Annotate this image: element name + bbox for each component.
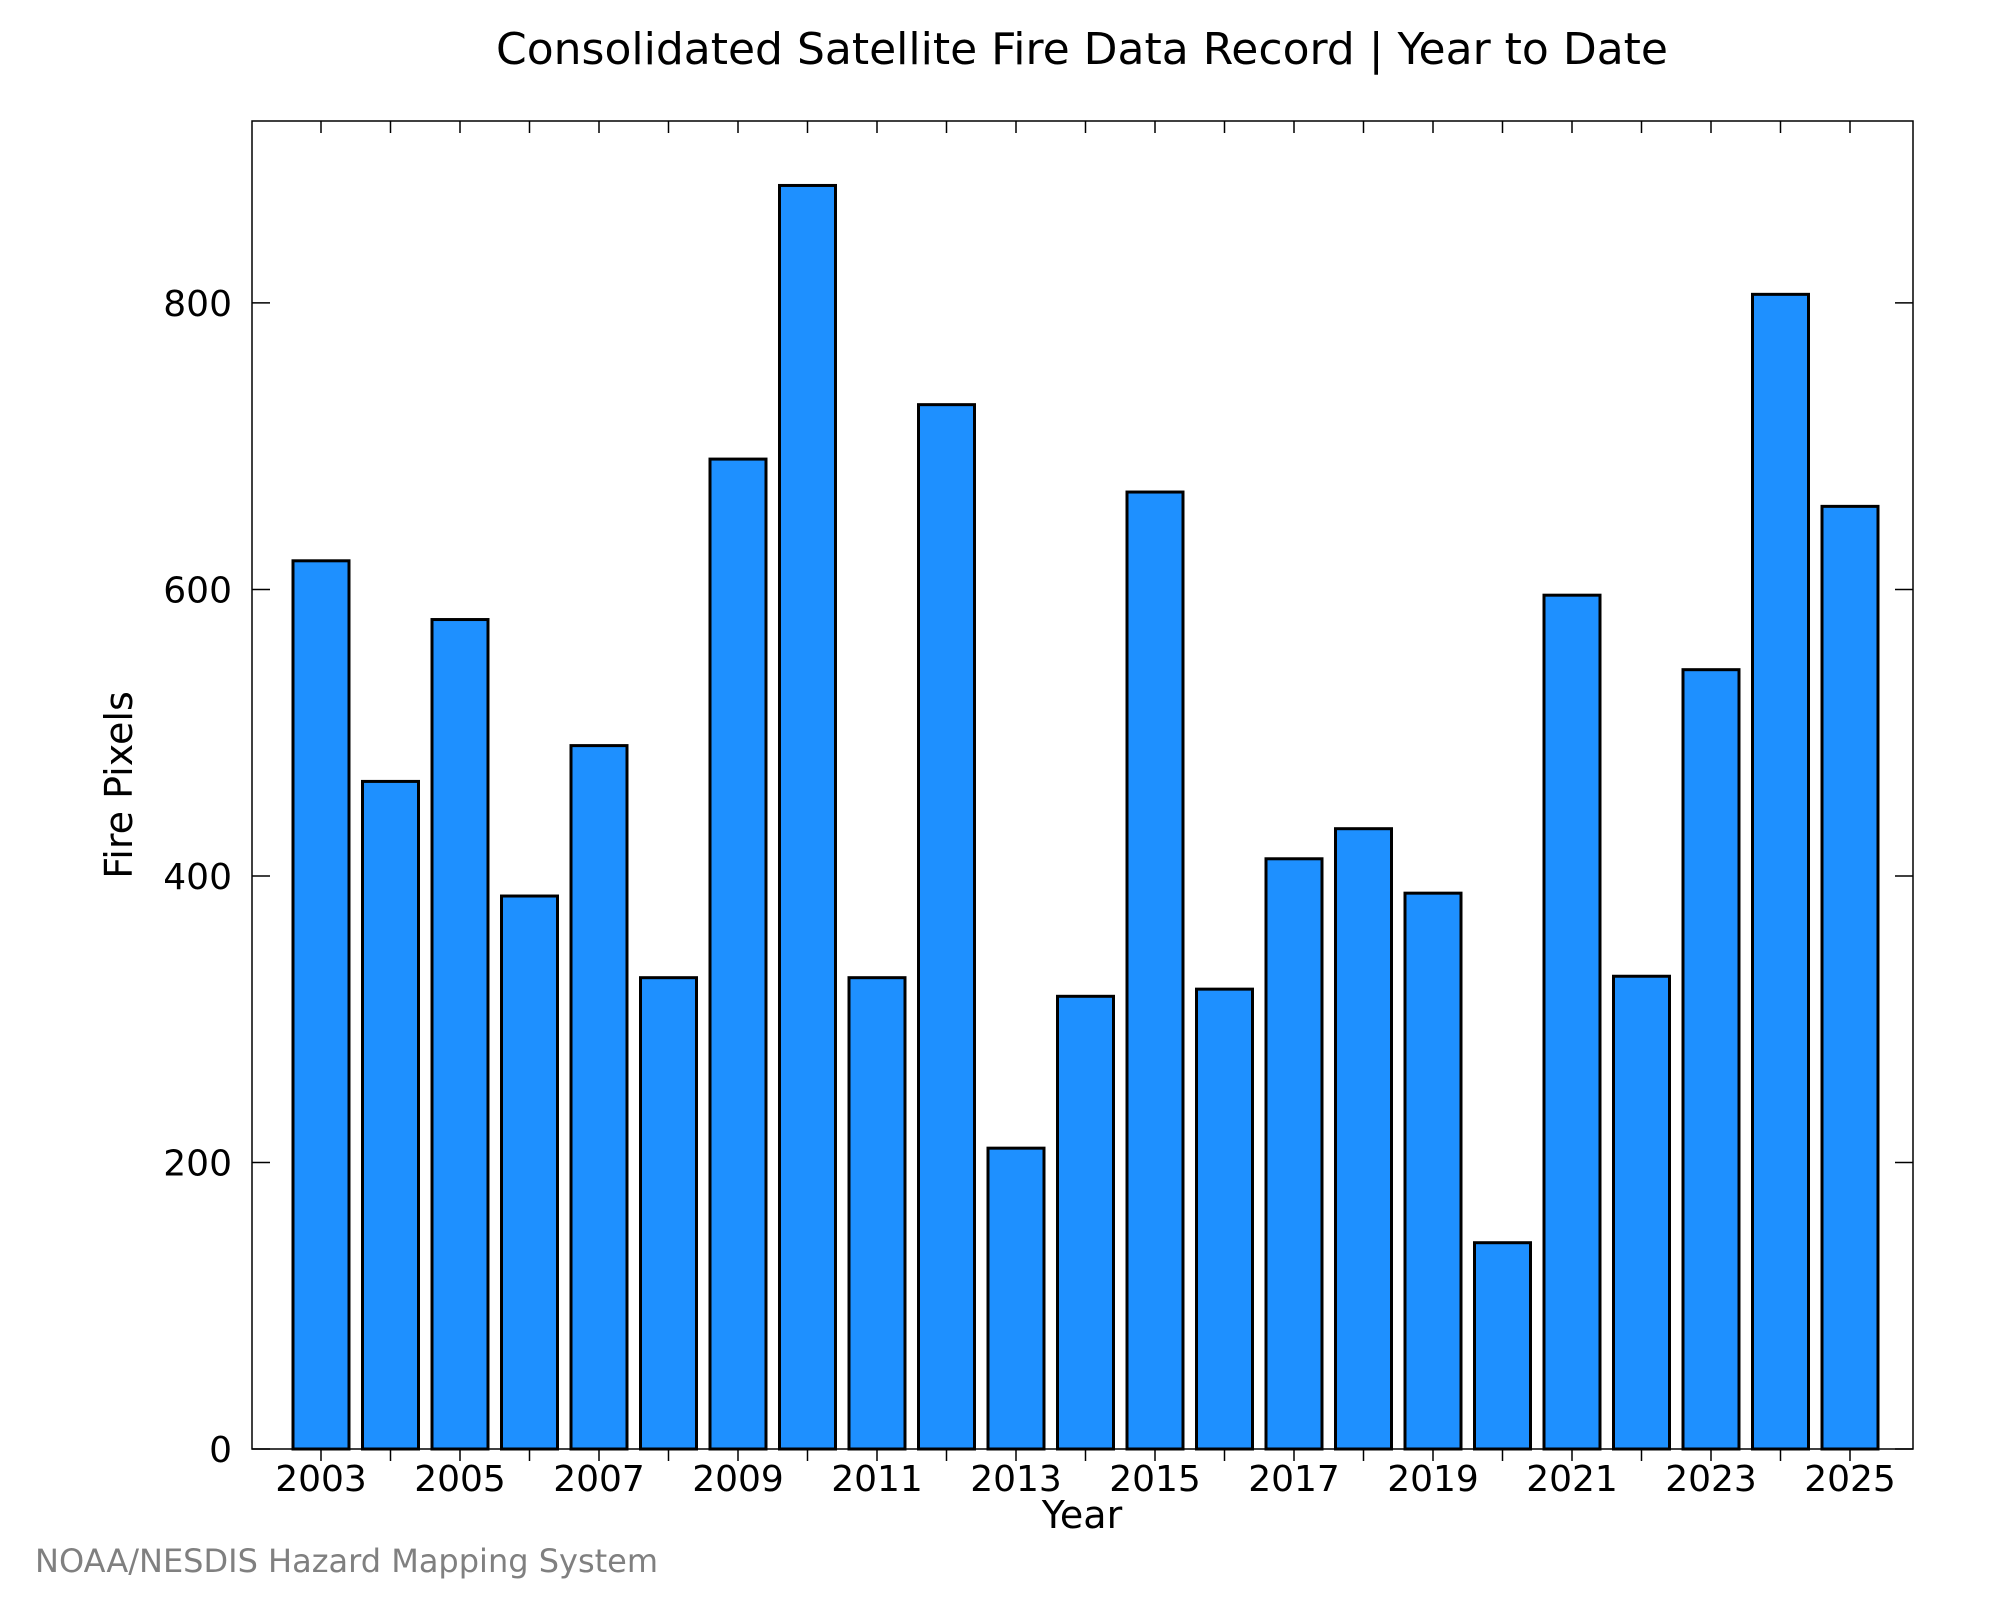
x-tick-label: 2013 [970,1459,1062,1500]
y-tick-label: 0 [209,1430,232,1471]
x-tick-label: 2011 [831,1459,923,1500]
chart-title: Consolidated Satellite Fire Data Record … [496,24,1668,75]
bar-2016 [1195,987,1254,1451]
bar-2014 [1056,994,1115,1451]
bar-2006 [500,894,559,1451]
x-tick-label: 2007 [553,1459,645,1500]
source-credit: NOAA/NESDIS Hazard Mapping System [35,1542,658,1580]
y-tick-label: 200 [163,1143,232,1184]
bar-2017 [1264,857,1324,1451]
y-tick-label: 800 [163,284,232,325]
bars-group [291,183,1880,1451]
x-tick-label: 2023 [1665,1459,1757,1500]
bar-2015 [1125,490,1185,1451]
bar-2011 [847,976,907,1451]
y-axis-label: Fire Pixels [97,691,141,879]
y-tick-label: 400 [163,857,232,898]
x-axis: 2003 2005 2007 2009 2011 2013 2015 2017 2019 2021… [275,121,1896,1500]
bar-2009 [708,457,768,1451]
bar-2012 [917,403,976,1451]
bar-2010 [778,183,837,1451]
bar-2013 [986,1146,1046,1451]
x-tick-label: 2021 [1526,1459,1618,1500]
bar-2018 [1334,827,1393,1451]
y-axis: 0 200 400 600 800 [163,284,1913,1471]
x-tick-label: 2009 [692,1459,784,1500]
bar-2024 [1751,292,1810,1451]
x-tick-label: 2025 [1804,1459,1896,1500]
x-tick-label: 2019 [1387,1459,1479,1500]
x-tick-label: 2017 [1248,1459,1340,1500]
bar-2005 [430,618,490,1451]
bar-2025 [1820,504,1880,1451]
bar-2008 [639,976,698,1451]
bar-2019 [1403,891,1463,1451]
bar-2003 [291,559,351,1451]
x-tick-label: 2003 [275,1459,367,1500]
bar-2022 [1612,974,1671,1451]
bar-2004 [361,779,420,1451]
bar-2007 [569,744,629,1451]
x-axis-label: Year [1041,1493,1123,1537]
bar-2020 [1473,1241,1532,1451]
x-tick-label: 2015 [1109,1459,1201,1500]
bar-2023 [1681,668,1741,1451]
x-tick-label: 2005 [414,1459,506,1500]
plot-frame [251,120,1914,1450]
bar-2021 [1542,593,1602,1451]
y-tick-label: 600 [163,570,232,611]
